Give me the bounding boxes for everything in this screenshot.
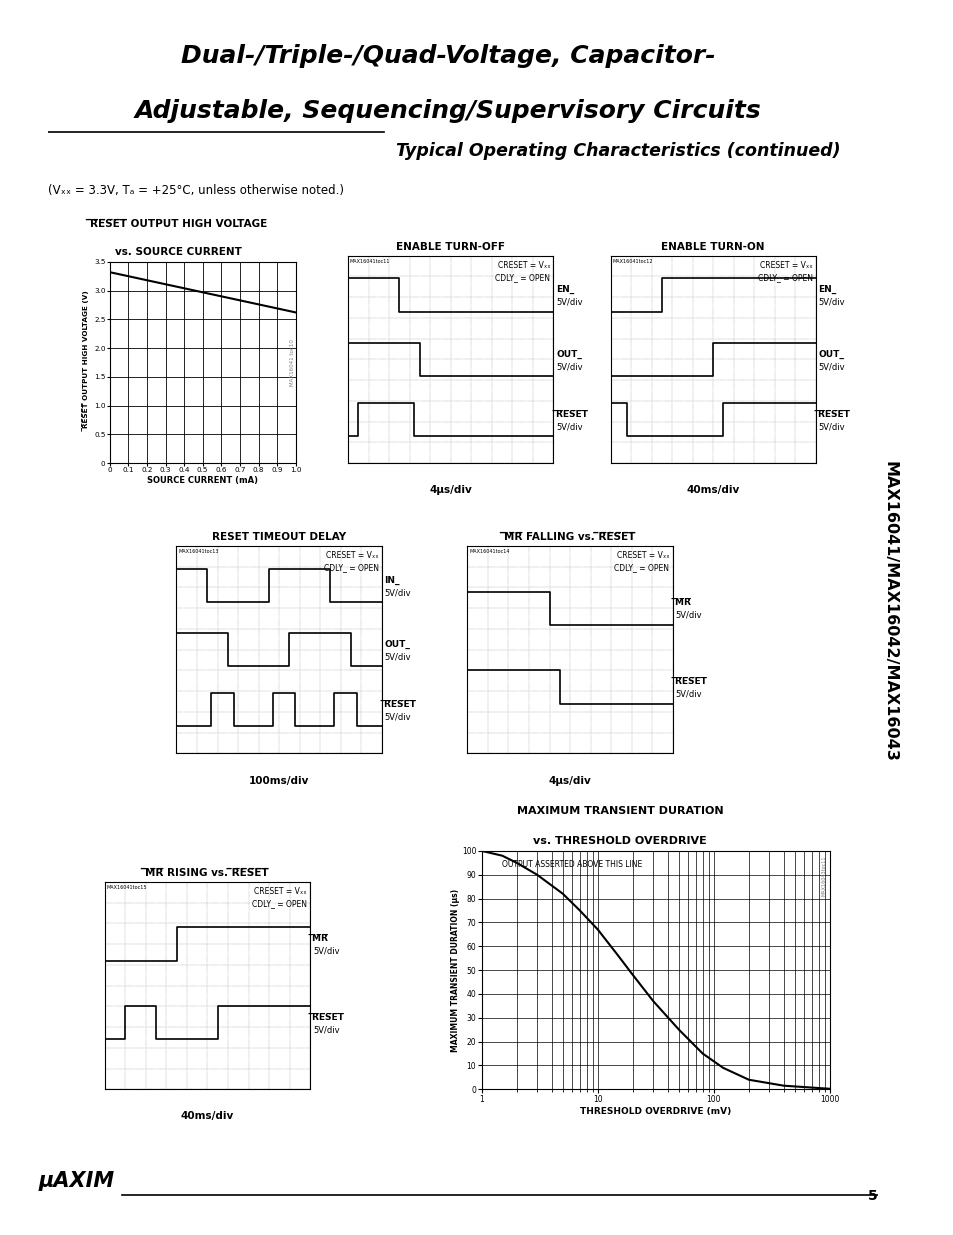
Y-axis label: MAXIMUM TRANSIENT DURATION (μs): MAXIMUM TRANSIENT DURATION (μs) <box>451 888 460 1052</box>
Text: ENABLE TURN-OFF: ENABLE TURN-OFF <box>395 242 505 252</box>
Text: ̅M̅R̅ RISING vs. ̅R̅E̅S̅E̅T̅: ̅M̅R̅ RISING vs. ̅R̅E̅S̅E̅T̅ <box>146 868 269 878</box>
Text: OUTPUT ASSERTED ABOVE THIS LINE: OUTPUT ASSERTED ABOVE THIS LINE <box>501 861 641 869</box>
Text: ̅R̅E̅S̅E̅T̅: ̅R̅E̅S̅E̅T̅ <box>313 1013 344 1023</box>
Text: MAX16041toc15: MAX16041toc15 <box>107 885 147 890</box>
Text: OUT_: OUT_ <box>556 350 581 359</box>
Text: 5V/div: 5V/div <box>818 362 844 372</box>
Text: IN_: IN_ <box>384 576 399 584</box>
Text: CDLY_ = OPEN: CDLY_ = OPEN <box>495 273 550 283</box>
Text: ̅R̅E̅S̅E̅T̅: ̅R̅E̅S̅E̅T̅ <box>556 410 587 419</box>
Text: ̅M̅R̅ FALLING vs. ̅R̅E̅S̅E̅T̅: ̅M̅R̅ FALLING vs. ̅R̅E̅S̅E̅T̅ <box>504 532 635 542</box>
Text: 4μs/div: 4μs/div <box>429 485 472 495</box>
X-axis label: SOURCE CURRENT (mA): SOURCE CURRENT (mA) <box>147 475 258 485</box>
Text: ENABLE TURN-ON: ENABLE TURN-ON <box>660 242 764 252</box>
Text: CRESET = Vₓₓ: CRESET = Vₓₓ <box>254 887 307 895</box>
Text: 5V/div: 5V/div <box>556 422 582 431</box>
Text: 40ms/div: 40ms/div <box>181 1112 233 1121</box>
Text: 40ms/div: 40ms/div <box>686 485 739 495</box>
Text: CRESET = Vₓₓ: CRESET = Vₓₓ <box>760 261 812 269</box>
Text: (Vₓₓ = 3.3V, Tₐ = +25°C, unless otherwise noted.): (Vₓₓ = 3.3V, Tₐ = +25°C, unless otherwis… <box>48 184 343 196</box>
Text: 5V/div: 5V/div <box>384 652 411 662</box>
Y-axis label: ̅R̅E̅S̅E̅T̅ OUTPUT HIGH VOLTAGE (V): ̅R̅E̅S̅E̅T̅ OUTPUT HIGH VOLTAGE (V) <box>86 294 92 431</box>
Text: ̅M̅R̅: ̅M̅R̅ <box>313 935 329 944</box>
Text: 5V/div: 5V/div <box>384 588 411 597</box>
Text: ̅R̅E̅S̅E̅T̅: ̅R̅E̅S̅E̅T̅ <box>384 700 416 709</box>
Text: 5V/div: 5V/div <box>384 713 411 721</box>
Text: 5V/div: 5V/div <box>675 689 701 699</box>
Text: EN_: EN_ <box>556 285 574 294</box>
Text: MAX16041toc13: MAX16041toc13 <box>178 550 218 555</box>
Text: CRESET = Vₓₓ: CRESET = Vₓₓ <box>326 551 378 559</box>
Text: RESET TIMEOUT DELAY: RESET TIMEOUT DELAY <box>212 532 346 542</box>
Text: 5V/div: 5V/div <box>313 1025 339 1035</box>
Text: MAX16041toc14: MAX16041toc14 <box>469 550 509 555</box>
Text: CRESET = Vₓₓ: CRESET = Vₓₓ <box>617 551 669 559</box>
Text: OUT_: OUT_ <box>818 350 843 359</box>
Text: 4μs/div: 4μs/div <box>548 776 591 785</box>
Text: MAX16043toc11: MAX16043toc11 <box>821 856 825 897</box>
Text: ̅M̅R̅: ̅M̅R̅ <box>675 599 691 608</box>
Text: vs. SOURCE CURRENT: vs. SOURCE CURRENT <box>115 247 242 257</box>
Text: OUT_: OUT_ <box>384 640 410 650</box>
Text: 5V/div: 5V/div <box>313 947 339 956</box>
Text: vs. THRESHOLD OVERDRIVE: vs. THRESHOLD OVERDRIVE <box>533 836 706 846</box>
Text: 5V/div: 5V/div <box>818 422 844 431</box>
Text: MAX16041/MAX16042/MAX16043: MAX16041/MAX16042/MAX16043 <box>882 461 896 762</box>
Text: MAX16041toc12: MAX16041toc12 <box>612 259 652 264</box>
Text: CDLY_ = OPEN: CDLY_ = OPEN <box>323 563 378 573</box>
Text: MAXIMUM TRANSIENT DURATION: MAXIMUM TRANSIENT DURATION <box>517 805 722 816</box>
Text: 5V/div: 5V/div <box>556 362 582 372</box>
Text: CDLY_ = OPEN: CDLY_ = OPEN <box>252 899 307 909</box>
Text: MAX16041 toc10: MAX16041 toc10 <box>289 340 294 385</box>
Text: 5V/div: 5V/div <box>818 298 844 306</box>
Text: CDLY_ = OPEN: CDLY_ = OPEN <box>757 273 812 283</box>
Text: 5V/div: 5V/div <box>556 298 582 306</box>
Text: Adjustable, Sequencing/Supervisory Circuits: Adjustable, Sequencing/Supervisory Circu… <box>135 99 760 122</box>
Text: ̅R̅E̅S̅E̅T̅: ̅R̅E̅S̅E̅T̅ <box>675 677 706 687</box>
Text: MAX16041toc11: MAX16041toc11 <box>350 259 390 264</box>
Text: 5V/div: 5V/div <box>675 611 701 620</box>
Text: CDLY_ = OPEN: CDLY_ = OPEN <box>614 563 669 573</box>
Text: CRESET = Vₓₓ: CRESET = Vₓₓ <box>497 261 550 269</box>
Text: ̅R̅E̅S̅E̅T̅ OUTPUT HIGH VOLTAGE: ̅R̅E̅S̅E̅T̅ OUTPUT HIGH VOLTAGE <box>91 219 267 228</box>
Text: Typical Operating Characteristics (continued): Typical Operating Characteristics (conti… <box>396 142 841 159</box>
X-axis label: THRESHOLD OVERDRIVE (mV): THRESHOLD OVERDRIVE (mV) <box>579 1107 731 1115</box>
Text: 100ms/div: 100ms/div <box>249 776 309 785</box>
Text: μAXIM: μAXIM <box>38 1171 114 1191</box>
Text: EN_: EN_ <box>818 285 836 294</box>
Text: ̅R̅E̅S̅E̅T̅: ̅R̅E̅S̅E̅T̅ <box>818 410 849 419</box>
Text: 5: 5 <box>867 1189 877 1203</box>
Text: Dual-/Triple-/Quad-Voltage, Capacitor-: Dual-/Triple-/Quad-Voltage, Capacitor- <box>181 44 715 68</box>
